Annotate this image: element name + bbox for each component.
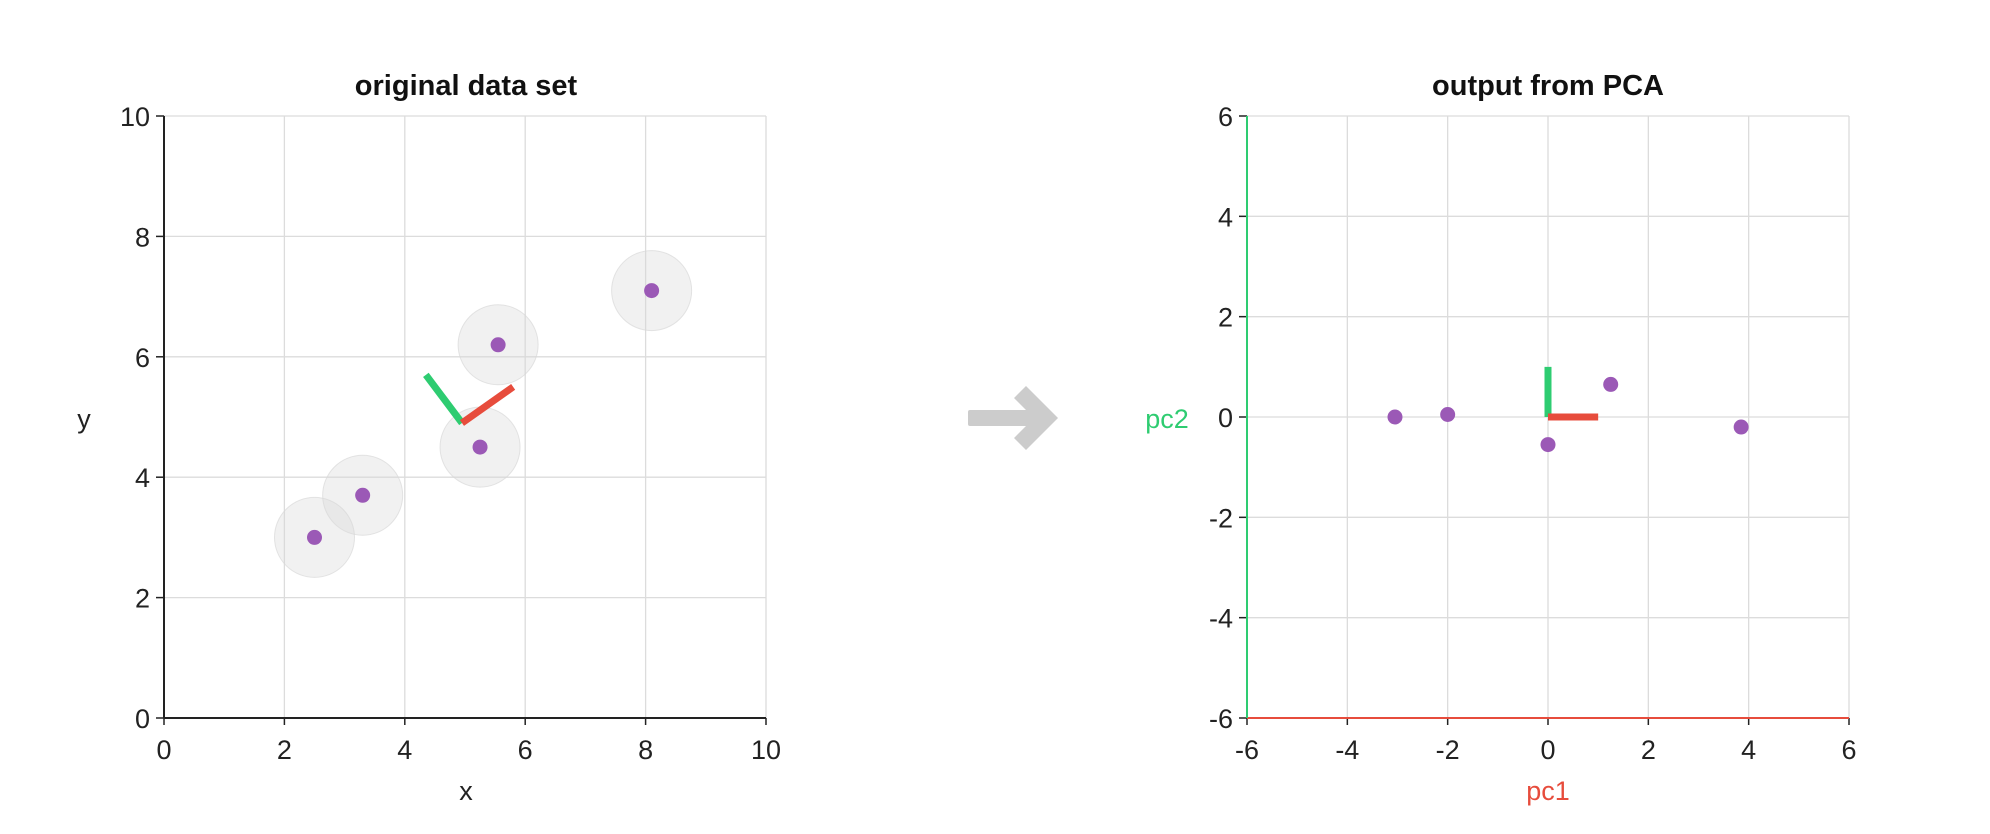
y-tick-label: 2 [135,584,150,614]
x-tick-label: 2 [1641,735,1656,765]
x-tick-label: -2 [1436,735,1460,765]
data-point [307,529,322,545]
x-axis-label: x [459,776,473,806]
data-points [1387,376,1749,453]
x-tick-label: 6 [1841,735,1856,765]
data-point [1440,406,1456,422]
x-axis-label: pc1 [1526,776,1570,806]
data-point [1603,376,1619,392]
x-tick-label: 4 [397,735,412,765]
y-tick-label: 4 [1218,202,1233,232]
y-tick-label: -6 [1209,704,1233,734]
data-point [1733,419,1749,435]
x-tick-label: 4 [1741,735,1756,765]
principal-axes [1544,366,1599,421]
y-tick-label: 6 [135,343,150,373]
y-tick-label: -4 [1209,604,1233,634]
chart-title: output from PCA [1432,70,1664,102]
x-tick-label: 10 [751,735,781,765]
x-tick-label: 2 [277,735,292,765]
x-tick-label: 8 [638,735,653,765]
chart-original-data-set: original data set 0 2 4 6 8 10 0 2 4 6 8 10 x y [77,70,781,806]
y-tick-label: 10 [120,102,150,132]
data-point [490,337,506,353]
y-tick-label: 4 [135,463,150,493]
x-tick-label: -4 [1335,735,1359,765]
x-tick-label: 0 [1540,735,1555,765]
y-tick-label: 2 [1218,303,1233,333]
principal-axes [423,372,516,426]
y-axis-label: pc2 [1145,404,1189,434]
pc2-vector [423,372,465,426]
y-axis-label: y [77,404,91,434]
axes [156,115,767,725]
y-tick-labels: -6 -4 -2 0 2 4 6 [1209,102,1233,734]
y-tick-label: 0 [135,704,150,734]
y-tick-label: -2 [1209,503,1233,533]
x-tick-labels: -6 -4 -2 0 2 4 6 [1235,735,1857,765]
x-tick-labels: 0 2 4 6 8 10 [156,735,781,765]
data-point [1387,409,1403,425]
axes [1239,115,1850,725]
grid [163,115,767,719]
y-tick-label: 8 [135,222,150,252]
data-point [355,487,371,503]
x-tick-label: -6 [1235,735,1259,765]
x-tick-label: 0 [156,735,171,765]
chart-title: original data set [355,70,578,102]
data-points [307,283,660,545]
right-arrow-icon [968,386,1058,450]
y-tick-label: 0 [1218,403,1233,433]
pc1-vector [459,384,516,426]
data-point [1540,437,1556,453]
data-point [472,439,488,455]
y-tick-label: 6 [1218,102,1233,132]
y-tick-labels: 0 2 4 6 8 10 [120,102,150,734]
point-halos [274,250,693,578]
chart-pca-output: output from PCA -6 -4 -2 0 2 4 6 -6 -4 -2 0 2 4 6 pc… [1145,70,1856,806]
x-tick-label: 6 [518,735,533,765]
data-point [644,283,660,299]
